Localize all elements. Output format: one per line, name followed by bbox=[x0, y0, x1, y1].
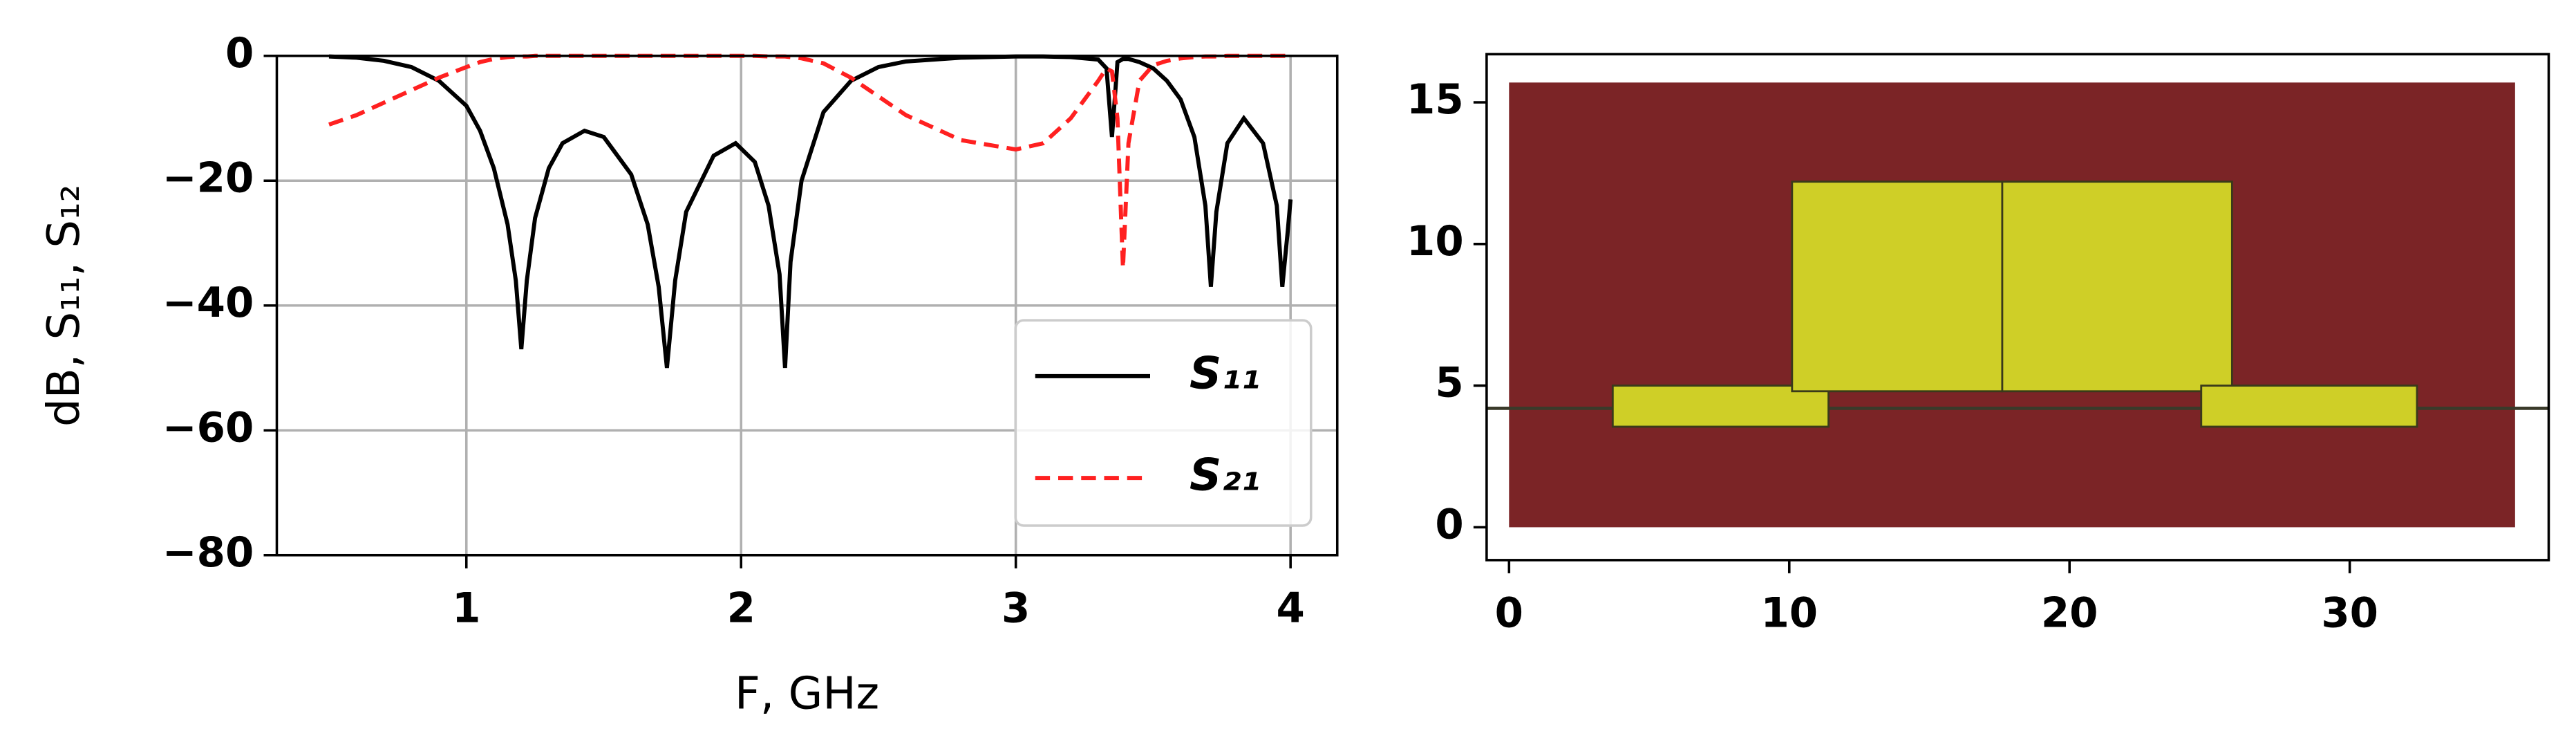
y-axis-label: dB, S₁₁, S₁₂ bbox=[38, 185, 90, 427]
y-tick-label: −60 bbox=[162, 404, 254, 452]
y-tick-label: 10 bbox=[1407, 218, 1464, 266]
layout-rect bbox=[2001, 181, 2233, 393]
x-tick-label: 10 bbox=[1760, 590, 1818, 638]
x-tick-label: 4 bbox=[1277, 585, 1305, 633]
layout-rect bbox=[2200, 385, 2418, 428]
y-tick-label: −80 bbox=[162, 529, 254, 577]
x-tick-label: 3 bbox=[1002, 585, 1030, 633]
layout-rect bbox=[1611, 385, 1830, 428]
y-tick-label: 5 bbox=[1435, 360, 1463, 407]
y-tick-label: −40 bbox=[162, 279, 254, 327]
x-tick-label: 30 bbox=[2321, 590, 2378, 638]
y-tick-label: 0 bbox=[1435, 501, 1463, 548]
x-tick-label: 2 bbox=[727, 585, 755, 633]
y-tick-label: −20 bbox=[162, 154, 254, 202]
legend-label: S₂₁ bbox=[1190, 450, 1260, 501]
x-tick-label: 0 bbox=[1495, 590, 1523, 638]
y-tick-label: 0 bbox=[225, 30, 254, 77]
legend-label: S₁₁ bbox=[1190, 347, 1260, 399]
axes-frame bbox=[275, 54, 1339, 557]
legend-box bbox=[1014, 319, 1313, 527]
x-tick-label: 20 bbox=[2041, 590, 2098, 638]
axes-frame bbox=[1485, 53, 2550, 562]
series-line bbox=[328, 54, 1293, 369]
y-tick-label: 15 bbox=[1407, 76, 1464, 124]
x-tick-label: 1 bbox=[452, 585, 480, 633]
layout-rect bbox=[1791, 181, 2004, 393]
legend: S₁₁ S₂₁ bbox=[1014, 319, 1313, 527]
x-axis-label: F, GHz bbox=[735, 668, 879, 720]
